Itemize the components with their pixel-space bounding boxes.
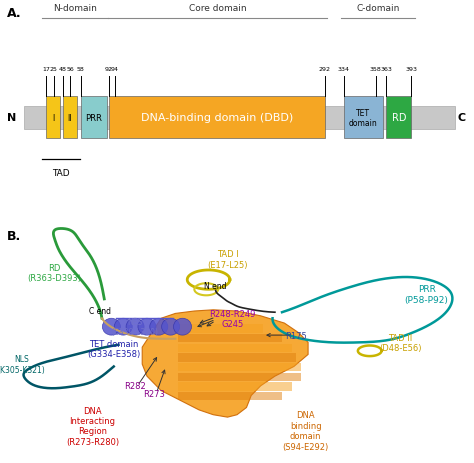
Text: B.: B. bbox=[7, 230, 21, 243]
Text: N: N bbox=[7, 113, 17, 123]
Bar bbox=[178, 325, 263, 333]
Text: 92: 92 bbox=[105, 67, 113, 72]
Bar bbox=[178, 353, 296, 362]
Text: TET
domain: TET domain bbox=[349, 108, 378, 128]
Text: DNA
binding
domain
(S94-E292): DNA binding domain (S94-E292) bbox=[283, 410, 329, 450]
Bar bbox=[24, 106, 455, 130]
Text: RD: RD bbox=[392, 113, 406, 123]
Bar bbox=[344, 97, 383, 139]
Text: 56: 56 bbox=[66, 67, 74, 72]
Bar bbox=[178, 373, 301, 381]
Text: II: II bbox=[68, 113, 72, 123]
Text: PRR: PRR bbox=[85, 113, 102, 123]
Bar bbox=[81, 97, 107, 139]
Bar bbox=[178, 344, 292, 352]
Text: TAD: TAD bbox=[52, 169, 70, 178]
Text: A.: A. bbox=[7, 7, 22, 20]
Text: C-domain: C-domain bbox=[356, 4, 400, 13]
Text: 25: 25 bbox=[50, 67, 57, 72]
Text: 58: 58 bbox=[77, 67, 84, 72]
Bar bbox=[178, 382, 292, 391]
Text: DNA-binding domain (DBD): DNA-binding domain (DBD) bbox=[141, 113, 293, 123]
Text: R175: R175 bbox=[285, 331, 307, 340]
Bar bbox=[386, 97, 411, 139]
Text: C: C bbox=[457, 113, 466, 123]
Text: DNA
Interacting
Region
(R273-R280): DNA Interacting Region (R273-R280) bbox=[66, 406, 119, 446]
Bar bbox=[178, 334, 282, 343]
Text: TAD I
(E17-L25): TAD I (E17-L25) bbox=[207, 250, 248, 269]
Text: 363: 363 bbox=[380, 67, 392, 72]
Text: 334: 334 bbox=[337, 67, 350, 72]
Text: 48: 48 bbox=[59, 67, 67, 72]
Text: NLS
(K305-K321): NLS (K305-K321) bbox=[0, 355, 45, 374]
Ellipse shape bbox=[102, 319, 120, 335]
Text: 358: 358 bbox=[370, 67, 382, 72]
Text: C end: C end bbox=[90, 307, 111, 316]
Text: N-domain: N-domain bbox=[53, 4, 97, 13]
Ellipse shape bbox=[162, 319, 180, 335]
Ellipse shape bbox=[150, 319, 168, 335]
Text: 292: 292 bbox=[319, 67, 331, 72]
Text: R273: R273 bbox=[143, 389, 165, 398]
Bar bbox=[178, 363, 301, 371]
Text: I: I bbox=[52, 113, 55, 123]
Text: RD
(R363-D393): RD (R363-D393) bbox=[27, 263, 82, 282]
Text: R248-R249
G245: R248-R249 G245 bbox=[209, 309, 255, 328]
Bar bbox=[109, 97, 325, 139]
Bar bbox=[178, 392, 282, 400]
Text: N end: N end bbox=[204, 282, 227, 290]
Text: PRR
(P58-P92): PRR (P58-P92) bbox=[405, 285, 448, 304]
Bar bbox=[46, 97, 60, 139]
Text: 393: 393 bbox=[405, 67, 418, 72]
Text: 17: 17 bbox=[43, 67, 50, 72]
Text: Core domain: Core domain bbox=[189, 4, 246, 13]
Ellipse shape bbox=[138, 319, 156, 335]
Text: 94: 94 bbox=[111, 67, 118, 72]
Bar bbox=[63, 97, 77, 139]
Polygon shape bbox=[142, 310, 308, 417]
Text: R282: R282 bbox=[124, 382, 146, 390]
Ellipse shape bbox=[126, 319, 144, 335]
Text: NES
(E339-L350): NES (E339-L350) bbox=[111, 317, 159, 337]
Text: TET domain
(G334-E358): TET domain (G334-E358) bbox=[87, 339, 140, 358]
Text: TAD II
(D48-E56): TAD II (D48-E56) bbox=[379, 333, 422, 352]
Ellipse shape bbox=[114, 319, 132, 335]
Ellipse shape bbox=[173, 319, 191, 335]
